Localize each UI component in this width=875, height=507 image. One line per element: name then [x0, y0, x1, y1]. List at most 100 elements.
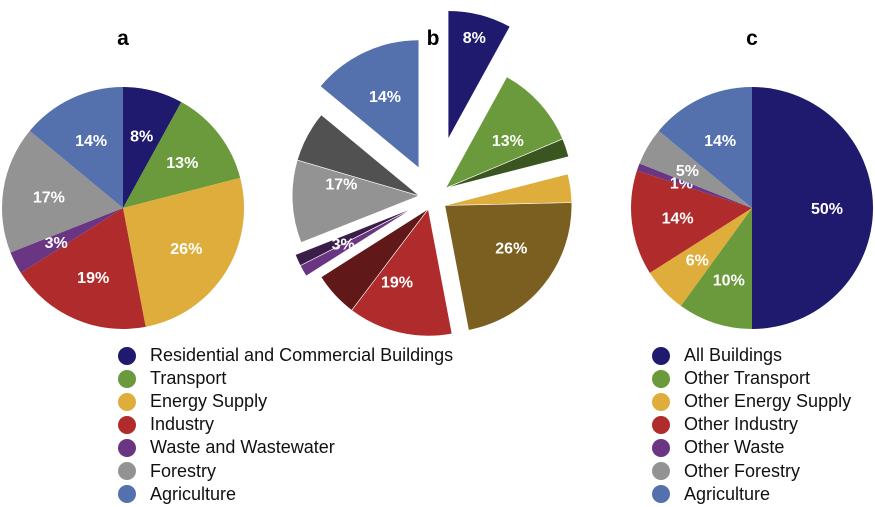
legend-swatch	[118, 392, 136, 411]
slice-waste-and-wastewater	[10, 208, 123, 273]
legend-emission-sectors: Residential and Commercial Buildings Tran…	[118, 344, 453, 506]
pie-chart-a: 8% 13% 26% 19% 3% 17% 14%	[2, 87, 245, 330]
slice-agriculture	[658, 87, 752, 208]
legend-item-all-buildings: All Buildings	[652, 344, 851, 367]
slice-label-residential-and-commercial-buildings: 8%	[463, 30, 486, 47]
legend-label: Agriculture	[684, 483, 771, 504]
legend-label: Energy Supply	[150, 391, 268, 412]
slice-group-forestry: 17%	[291, 114, 421, 243]
slice-label-waste-and-wastewater: 3%	[45, 235, 68, 252]
legend-swatch	[118, 462, 136, 481]
slice-label-energy-supply: 26%	[495, 241, 527, 258]
legend-label: Residential and Commercial Buildings	[150, 345, 454, 366]
slice-transport	[123, 101, 241, 208]
slice-other-transport	[680, 208, 752, 329]
slice-label-all-buildings: 50%	[811, 201, 843, 218]
legend-item-waste-and-wastewater: Waste and Wastewater	[118, 436, 453, 459]
legend-label: Transport	[150, 368, 227, 389]
legend-item-energy-supply: Energy Supply	[118, 390, 453, 413]
legend-swatch	[652, 369, 670, 388]
slice-label-other-industry: 14%	[662, 210, 694, 227]
legend-buildings-breakdown: All Buildings Other Transport Other Energy…	[652, 344, 851, 506]
slice-residential-and-commercial-buildings	[448, 10, 510, 138]
slice-other-forestry	[639, 130, 752, 208]
slice-waste-and-wastewater-part-2	[294, 207, 414, 267]
legend-label: All Buildings	[684, 345, 783, 366]
slice-agriculture	[320, 40, 419, 168]
slice-transport-part-2	[445, 138, 570, 189]
slice-other-energy-supply	[649, 208, 752, 306]
legend-item-transport: Transport	[118, 367, 453, 390]
legend-swatch	[118, 438, 136, 457]
slice-agriculture	[29, 87, 123, 208]
slice-residential-and-commercial-buildings	[123, 87, 182, 208]
legend-swatch	[118, 415, 136, 434]
slice-label-transport: 13%	[492, 133, 524, 150]
slice-group-residential-and-commercial-buildings: 8%	[448, 10, 510, 138]
legend-label: Forestry	[150, 460, 217, 481]
legend-swatch	[652, 346, 670, 365]
legend-item-forestry: Forestry	[118, 459, 453, 482]
legend-swatch	[652, 415, 670, 434]
legend-item-agriculture: Agriculture	[118, 483, 453, 506]
slice-other-industry	[630, 170, 752, 273]
legend-item-agriculture: Agriculture	[652, 483, 851, 506]
slice-forestry	[2, 130, 123, 253]
legend-swatch	[652, 462, 670, 481]
legend-label: Other Industry	[684, 414, 799, 435]
legend-label: Other Transport	[684, 368, 811, 389]
panel-letter-c: c	[746, 27, 758, 50]
slice-label-agriculture: 14%	[704, 133, 736, 150]
slice-group-industry: 19%	[320, 208, 453, 337]
panel-letter-a: a	[117, 27, 129, 50]
legend-item-other-industry: Other Industry	[652, 413, 851, 436]
slice-transport-part-1	[444, 76, 564, 189]
slice-group-waste-and-wastewater: 3%	[294, 207, 414, 277]
slice-label-energy-supply: 26%	[170, 241, 202, 258]
slice-forestry-part-2	[296, 114, 420, 197]
slice-energy-supply	[123, 177, 245, 327]
legend-swatch	[118, 485, 136, 504]
legend-swatch	[118, 346, 136, 365]
slice-label-industry: 19%	[381, 274, 413, 291]
legend-item-residential-and-commercial-buildings: Residential and Commercial Buildings	[118, 344, 453, 367]
legend-swatch	[118, 369, 136, 388]
slice-label-industry: 19%	[77, 270, 109, 287]
slice-label-residential-and-commercial-buildings: 8%	[130, 128, 153, 145]
slice-industry-part-2	[320, 208, 429, 311]
pie-chart-c: 50%10%6%14%1%5%14%	[630, 87, 873, 329]
legend-label: Agriculture	[150, 483, 237, 504]
legend-swatch	[652, 438, 670, 457]
slice-all-buildings	[752, 87, 873, 329]
slice-label-waste-and-wastewater: 3%	[332, 237, 355, 254]
slice-other-waste	[636, 163, 752, 208]
slice-label-other-forestry: 5%	[676, 163, 699, 180]
legend-label: Other Forestry	[684, 460, 801, 481]
slice-label-forestry: 17%	[33, 189, 65, 206]
slice-industry-part-1	[351, 208, 453, 337]
legend-item-other-forestry: Other Forestry	[652, 459, 851, 482]
slice-label-other-energy-supply: 6%	[686, 252, 709, 269]
slice-industry	[20, 208, 146, 330]
legend-swatch	[652, 485, 670, 504]
slice-label-agriculture: 14%	[369, 89, 401, 106]
slice-group-agriculture: 14%	[320, 40, 419, 168]
slice-label-agriculture: 14%	[75, 133, 107, 150]
panel-letter-b: b	[427, 27, 440, 50]
slice-forestry-part-1	[291, 159, 421, 243]
legend-item-other-transport: Other Transport	[652, 367, 851, 390]
slice-label-forestry: 17%	[325, 177, 357, 194]
slice-group-energy-supply: 26%	[444, 173, 573, 331]
legend-label: Industry	[150, 414, 215, 435]
legend-swatch	[652, 392, 670, 411]
legend-label: Waste and Wastewater	[150, 437, 335, 458]
slice-label-other-transport: 10%	[713, 272, 745, 289]
pie-chart-b: 8% 13% 26% 19% 3% 17% 14%	[291, 10, 573, 337]
slice-label-transport: 13%	[166, 155, 198, 172]
legend-label: Other Energy Supply	[684, 391, 852, 412]
slice-group-transport: 13%	[444, 76, 570, 189]
legend-item-other-waste: Other Waste	[652, 436, 851, 459]
legend-label: Other Waste	[684, 437, 785, 458]
slice-energy-supply-part-2	[444, 202, 573, 331]
legend-item-industry: Industry	[118, 413, 453, 436]
